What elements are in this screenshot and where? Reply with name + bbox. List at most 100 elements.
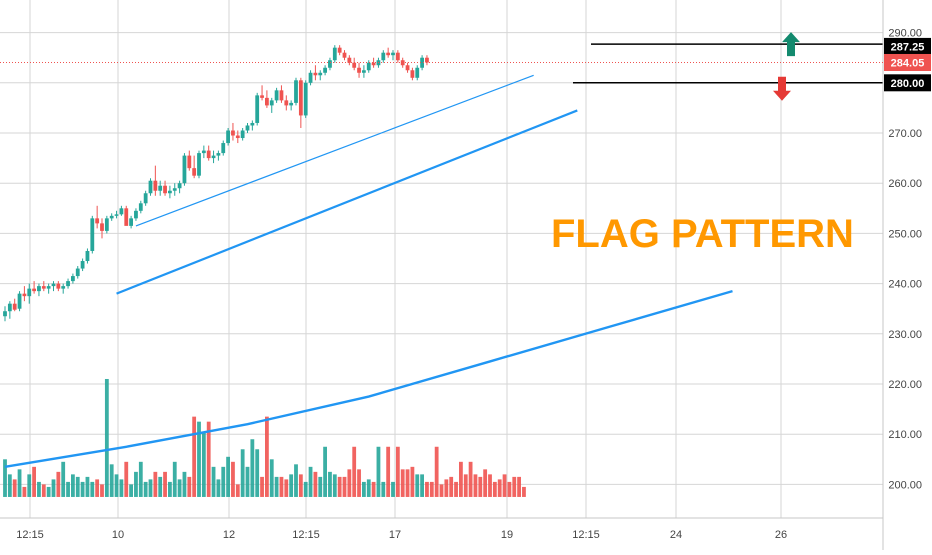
volume-bar — [32, 466, 36, 497]
volume-bar — [7, 474, 12, 497]
candle-body — [362, 70, 366, 73]
candle-body — [240, 130, 245, 139]
flag-lines — [573, 43, 883, 84]
volume-bar — [386, 446, 391, 497]
volume-bar — [357, 469, 361, 497]
price-label-badge — [884, 74, 931, 92]
volume-bar — [158, 476, 163, 497]
candle-body — [298, 80, 303, 116]
volume-bar — [3, 459, 7, 497]
time-axis[interactable]: 12:15 10 12 12:15 17 19 12:15 24 26 — [16, 529, 787, 541]
volume-bar — [318, 476, 323, 497]
time-tick-label: 24 — [670, 529, 682, 541]
candle-body — [395, 52, 400, 61]
candlesticks — [3, 45, 429, 322]
volume-bar — [260, 476, 264, 497]
candle-body — [386, 52, 391, 56]
candle-body — [153, 180, 158, 191]
volume-bar — [37, 481, 41, 497]
candle-body — [168, 190, 172, 194]
candle-body — [371, 62, 376, 66]
volume-bar — [226, 456, 230, 497]
candle-body — [71, 276, 75, 282]
volume-bar — [366, 479, 371, 497]
volume-bar — [265, 416, 269, 497]
candle-body — [80, 261, 85, 269]
volume-bar — [376, 446, 381, 497]
candle-body — [61, 286, 66, 289]
candle-body — [12, 303, 17, 310]
time-tick-label: 12:15 — [292, 529, 320, 541]
volume-bar — [371, 481, 376, 497]
volume-bar — [381, 481, 386, 497]
candle-body — [235, 135, 240, 139]
arrow-down-icon — [773, 76, 791, 101]
candle-body — [7, 303, 12, 312]
volume-bar — [177, 479, 182, 497]
volume-bar — [303, 481, 308, 497]
volume-bar — [507, 481, 512, 497]
volume-bar — [347, 469, 352, 497]
volume-bar — [12, 479, 17, 497]
candle-body — [158, 185, 163, 191]
volume-bar — [245, 466, 250, 497]
volume-bar — [279, 476, 284, 497]
volume-bar — [328, 471, 332, 497]
volume-bar — [51, 479, 56, 497]
volume-bar — [143, 481, 148, 497]
volume-bar — [109, 464, 114, 497]
candle-body — [177, 183, 182, 189]
volume-bar — [512, 476, 517, 497]
volume-bar — [308, 466, 313, 497]
volume-bar — [410, 466, 415, 497]
candle-body — [425, 57, 429, 63]
candle-body — [381, 52, 386, 61]
candle-body — [221, 143, 226, 154]
candle-body — [124, 208, 129, 226]
time-tick-label: 12:15 — [16, 529, 44, 541]
candle-body — [172, 188, 177, 191]
volume-bar — [134, 471, 138, 497]
volume-bar — [104, 378, 109, 497]
candle-body — [192, 168, 197, 176]
volume-bar — [294, 464, 298, 497]
candle-body — [95, 218, 100, 224]
volume-bar — [434, 446, 439, 497]
candle-body — [22, 293, 27, 297]
volume-bar — [468, 461, 473, 497]
volume-bar — [119, 479, 124, 497]
candle-body — [56, 283, 61, 289]
price-tick-label: 270.00 — [888, 128, 922, 140]
volume-bar — [429, 481, 434, 497]
volume-bar — [444, 479, 449, 497]
time-tick-label: 17 — [389, 529, 401, 541]
price-label-text: 280.00 — [891, 78, 925, 90]
volume-bar — [100, 484, 104, 497]
volume-bar — [187, 476, 192, 497]
volume-bar — [114, 474, 119, 497]
candle-body — [104, 218, 109, 231]
candle-body — [109, 215, 114, 219]
candle-body — [134, 210, 138, 219]
candle-body — [41, 286, 46, 289]
candle-body — [303, 82, 308, 116]
volume-bar — [522, 486, 526, 497]
volume-bar — [201, 431, 206, 497]
candle-body — [148, 180, 153, 194]
volume-bar — [337, 476, 342, 497]
candle-body — [308, 72, 313, 83]
volume-bar — [415, 474, 420, 497]
candle-body — [265, 97, 269, 106]
volume-bar — [459, 461, 463, 497]
volume-bar — [488, 474, 492, 497]
volume-bar — [22, 486, 27, 497]
candle-body — [318, 72, 323, 76]
volume-bar — [66, 481, 70, 497]
candle-body — [420, 57, 424, 68]
volume-bar — [240, 449, 245, 497]
volume-bar — [197, 421, 201, 497]
candle-body — [337, 47, 342, 53]
volume-bar — [80, 481, 85, 497]
